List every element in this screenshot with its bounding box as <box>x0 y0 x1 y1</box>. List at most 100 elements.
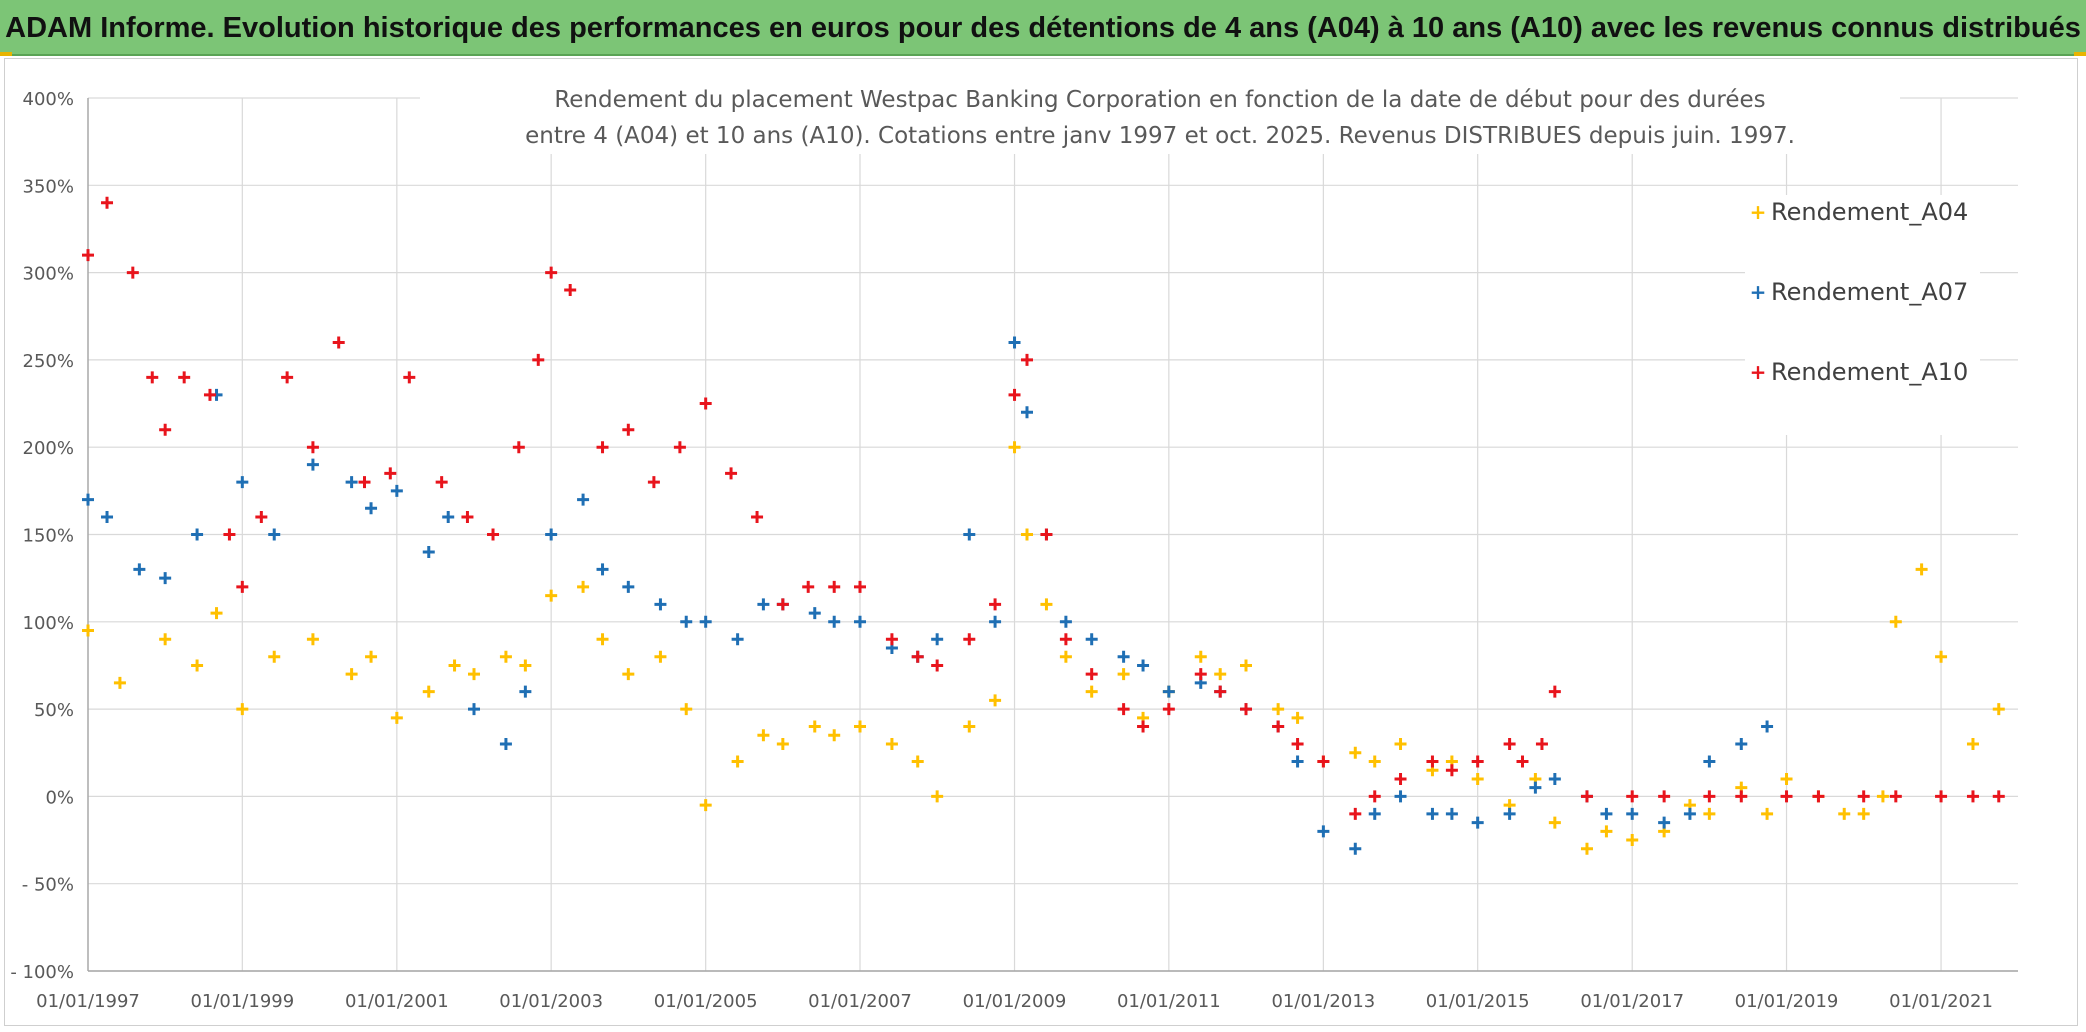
data-point <box>757 598 770 611</box>
data-point <box>596 563 609 576</box>
data-point <box>1761 807 1774 820</box>
y-tick-label: - 100% <box>10 962 74 983</box>
data-point <box>1085 685 1098 698</box>
data-point <box>1471 816 1484 829</box>
data-point <box>1040 598 1053 611</box>
data-point <box>989 615 1002 628</box>
data-point <box>596 441 609 454</box>
data-point <box>1471 755 1484 768</box>
data-point <box>1548 816 1561 829</box>
data-point <box>989 598 1002 611</box>
data-point <box>545 528 558 541</box>
data-point <box>577 493 590 506</box>
x-tick-label: 01/01/2013 <box>1271 991 1375 1012</box>
y-tick-label: 300% <box>23 264 74 285</box>
data-point <box>1445 764 1458 777</box>
data-point <box>236 703 249 716</box>
data-point <box>82 624 94 637</box>
data-point <box>1780 790 1793 803</box>
data-point <box>963 720 976 733</box>
data-point <box>191 528 204 541</box>
data-point <box>1445 807 1458 820</box>
data-point <box>1162 703 1175 716</box>
data-point <box>1626 807 1639 820</box>
x-tick-label: 01/01/2015 <box>1426 991 1530 1012</box>
data-point <box>963 528 976 541</box>
data-point <box>178 371 191 384</box>
data-point <box>1162 685 1175 698</box>
data-point <box>345 476 358 489</box>
data-point <box>808 720 821 733</box>
corner-mark-left <box>0 52 12 56</box>
data-point <box>1935 650 1948 663</box>
data-point <box>281 371 294 384</box>
x-tick-label: 01/01/2001 <box>345 991 449 1012</box>
data-point <box>673 441 686 454</box>
data-point <box>1600 807 1613 820</box>
data-point <box>1117 650 1130 663</box>
data-point <box>306 458 319 471</box>
data-point <box>519 659 532 672</box>
data-point <box>1683 807 1696 820</box>
data-point <box>1735 738 1748 751</box>
data-point <box>776 738 789 751</box>
data-point <box>306 441 319 454</box>
data-point <box>1580 842 1593 855</box>
data-point <box>1658 790 1671 803</box>
data-point <box>1915 563 1928 576</box>
data-point <box>1040 528 1053 541</box>
data-point <box>1008 388 1021 401</box>
data-point <box>1059 650 1072 663</box>
data-point <box>911 755 924 768</box>
data-point <box>191 659 204 672</box>
data-point <box>885 633 898 646</box>
data-point <box>499 738 512 751</box>
data-point <box>365 650 378 663</box>
data-point <box>1291 738 1304 751</box>
legend-item-a10: + Rendement_A10 <box>1745 355 1980 435</box>
data-point <box>1626 834 1639 847</box>
data-point <box>1935 790 1948 803</box>
data-point <box>1516 755 1529 768</box>
data-point <box>532 353 545 366</box>
y-tick-label: 250% <box>23 351 74 372</box>
data-point <box>268 528 281 541</box>
data-point <box>854 615 866 628</box>
chart-title: Rendement du placement Westpac Banking C… <box>420 82 1900 154</box>
data-point <box>1272 703 1285 716</box>
data-point <box>268 650 281 663</box>
data-point <box>1703 790 1716 803</box>
data-point <box>223 528 236 541</box>
data-point <box>776 598 789 611</box>
series-rendement-a04 <box>82 441 2005 855</box>
y-tick-label: - 50% <box>22 875 74 896</box>
data-point <box>1317 755 1330 768</box>
legend-item-a04: + Rendement_A04 <box>1745 195 1980 275</box>
data-point <box>1349 807 1362 820</box>
x-tick-label: 01/01/1999 <box>190 991 294 1012</box>
data-point <box>751 511 764 524</box>
data-point <box>802 580 815 593</box>
data-point <box>1992 790 2005 803</box>
data-point <box>1137 720 1150 733</box>
data-point <box>113 676 126 689</box>
data-point <box>1600 825 1613 838</box>
report-title: ADAM Informe. Evolution historique des p… <box>5 12 2081 44</box>
data-point <box>1426 755 1439 768</box>
data-point <box>1426 807 1439 820</box>
x-tick-label: 01/01/1997 <box>36 991 140 1012</box>
data-point <box>1703 755 1716 768</box>
data-point <box>306 633 319 646</box>
y-tick-label: 0% <box>45 787 74 808</box>
data-point <box>159 633 172 646</box>
data-point <box>1291 755 1304 768</box>
data-point <box>622 423 635 436</box>
y-tick-label: 400% <box>23 89 74 110</box>
data-point <box>1021 353 1033 366</box>
chart-frame <box>4 58 2078 1026</box>
data-point <box>828 729 841 742</box>
data-point <box>1085 633 1098 646</box>
data-point <box>931 790 944 803</box>
data-point <box>828 615 841 628</box>
